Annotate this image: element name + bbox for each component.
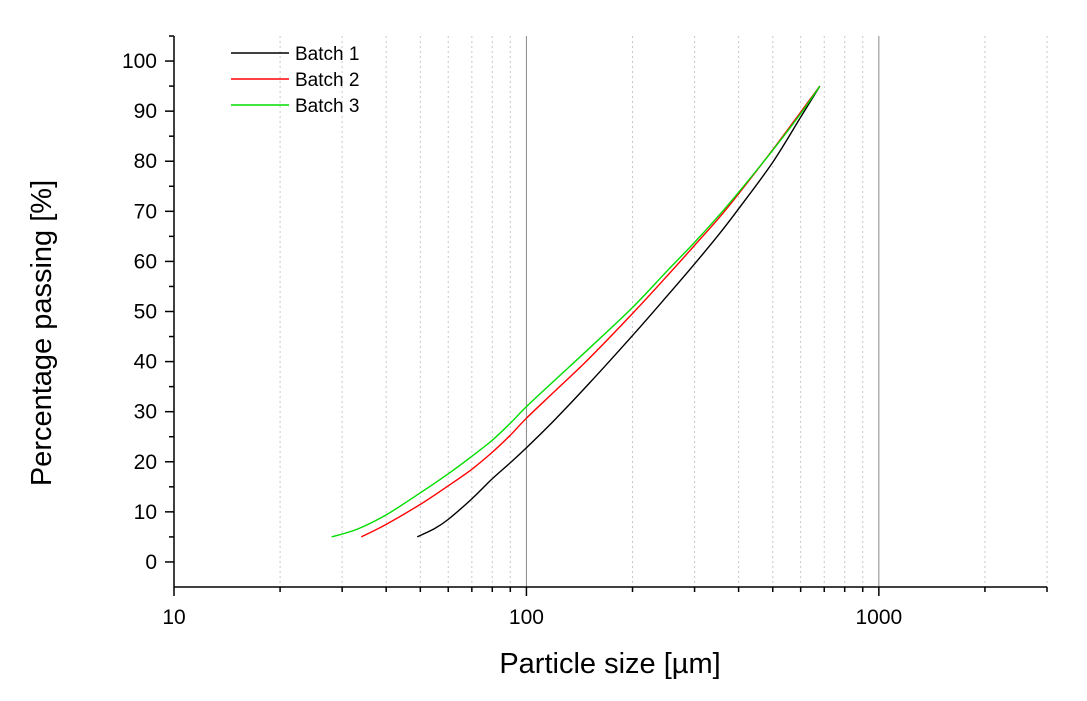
y-tick-label: 10: [134, 501, 157, 524]
data-series: [331, 85, 821, 538]
y-tick-label: 70: [134, 200, 157, 223]
axis-ticks: 10 100 1000 0 10 20 30 40 50 60 70 80 90 100: [122, 35, 1048, 629]
y-tick-label: 100: [122, 50, 157, 73]
y-tick-label: 40: [134, 351, 157, 374]
y-tick-label: 90: [134, 100, 157, 123]
y-tick-label: 60: [134, 250, 157, 273]
y-tick-label: 20: [134, 451, 157, 474]
vertical-grid: [279, 36, 1048, 587]
series-line-batch-2: [360, 85, 821, 538]
y-tick-label: 50: [134, 301, 157, 324]
series-line-batch-1: [416, 85, 821, 538]
y-tick-label: 30: [134, 401, 157, 424]
legend-label-batch-1: Batch 1: [295, 44, 359, 65]
x-tick-label: 10: [162, 606, 185, 629]
x-axis-title: Particle size [µm]: [499, 648, 720, 680]
legend: Batch 1 Batch 2 Batch 3: [231, 44, 359, 117]
y-tick-label: 0: [145, 551, 157, 574]
x-tick-label: 1000: [855, 606, 902, 629]
legend-label-batch-2: Batch 2: [295, 70, 359, 91]
series-line-batch-3: [331, 85, 821, 538]
axes: [173, 36, 1047, 588]
legend-label-batch-3: Batch 3: [295, 96, 359, 117]
x-tick-label: 100: [509, 606, 544, 629]
y-tick-label: 80: [134, 150, 157, 173]
y-axis-title: Percentage passing [%]: [26, 180, 58, 486]
